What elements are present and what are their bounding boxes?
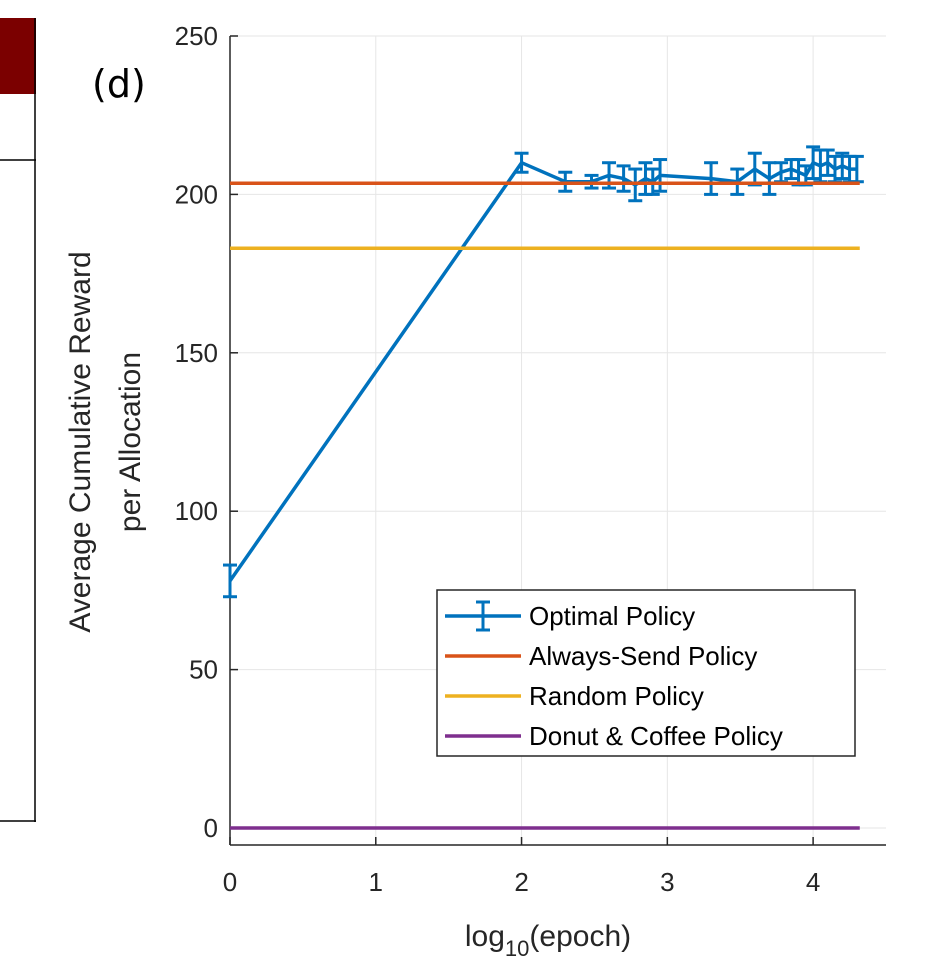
- axis-titles: log10(epoch) Average Cumulative Reward per…: [64, 251, 631, 956]
- adjacent-panel-fragment: [0, 18, 36, 822]
- x-tick-label: 4: [806, 867, 820, 897]
- y-axis-title-line: Average Cumulative Reward: [64, 251, 97, 632]
- tick-labels: 0 50 100 150 200 250 0 1 2 3 4: [175, 21, 821, 897]
- y-tick-label: 250: [175, 21, 218, 51]
- errorbar: [616, 164, 631, 193]
- y-tick-label: 0: [204, 813, 218, 843]
- errorbar: [762, 161, 777, 196]
- x-axis-title: log10(epoch): [465, 920, 631, 956]
- legend-label: Random Policy: [529, 681, 704, 711]
- errorbar: [653, 158, 668, 193]
- panel-tag: (d): [92, 62, 146, 106]
- x-tick-label: 2: [514, 867, 528, 897]
- errorbar: [514, 151, 529, 174]
- y-tick-label: 50: [189, 655, 218, 685]
- legend-label: Optimal Policy: [529, 601, 695, 631]
- errorbar: [223, 563, 237, 599]
- legend: Optimal Policy Always-Send Policy Random P…: [436, 589, 856, 757]
- y-axis-title-line: per Allocation: [114, 352, 147, 532]
- errorbar: [747, 151, 762, 187]
- y-tick-label: 100: [175, 496, 218, 526]
- y-tick-label: 200: [175, 179, 218, 209]
- x-tick-label: 1: [369, 867, 383, 897]
- errorbar: [813, 148, 828, 184]
- errorbar: [820, 148, 835, 177]
- errorbar: [835, 151, 850, 181]
- x-tick-label: 3: [660, 867, 674, 897]
- legend-label: Always-Send Policy: [529, 641, 757, 671]
- series-layer: [223, 145, 864, 830]
- x-tick-label: 0: [223, 867, 237, 897]
- legend-label: Donut & Coffee Policy: [529, 721, 783, 751]
- errorbar: [791, 158, 806, 187]
- fragment-header-bar: [0, 18, 36, 94]
- series-line: [228, 160, 857, 582]
- errorbar: [638, 161, 653, 196]
- errorbar: [704, 161, 719, 196]
- y-tick-label: 150: [175, 338, 218, 368]
- errorbar: [806, 145, 821, 181]
